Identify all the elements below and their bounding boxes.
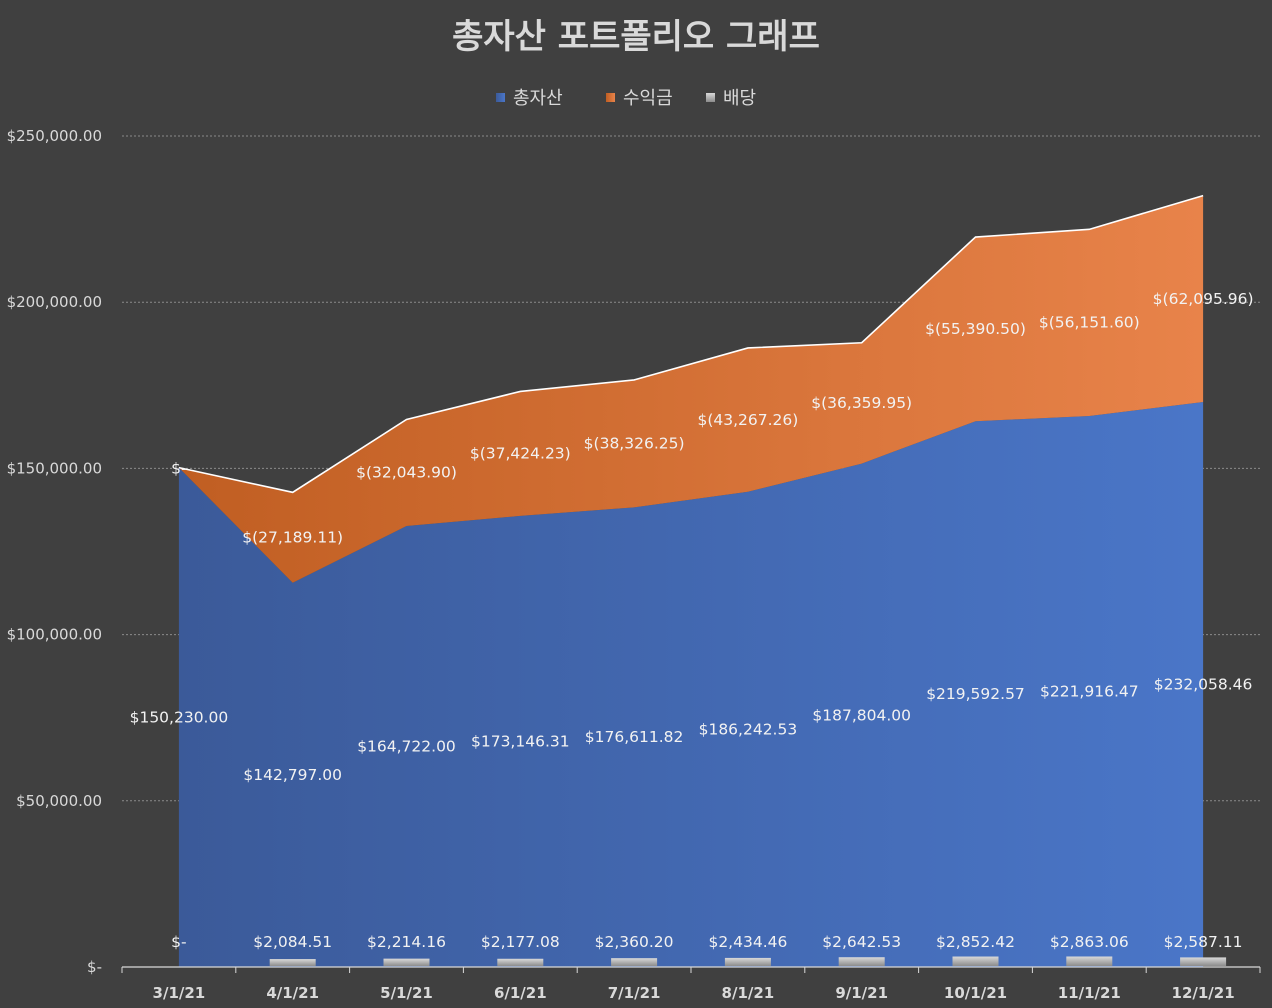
area-series-profit [178,195,1204,583]
y-tick-label: $- [87,958,102,976]
data-label-profit: $(62,095.96) [1153,290,1254,308]
data-label-profit: $(43,267.26) [697,411,798,429]
data-label-dividend: $2,587.11 [1164,933,1243,951]
dividend-bar [952,956,999,966]
data-label-total: $150,230.00 [130,708,229,726]
legend-swatch-0 [496,93,505,102]
data-labels: $150,230.00 $142,797.00 $164,722.00 $173,14… [130,290,1254,951]
y-tick-label: $100,000.00 [7,626,102,644]
x-tick-label: 12/1/21 [1172,984,1235,1002]
data-label-total: $176,611.82 [585,728,684,746]
data-label-profit: $(37,424.23) [470,445,571,463]
x-tick-label: 3/1/21 [153,984,206,1002]
data-label-total: $164,722.00 [357,737,456,755]
area-top-outline [178,194,1204,494]
data-label-profit: $(55,390.50) [925,320,1026,338]
data-label-total: $173,146.31 [471,732,570,750]
data-label-dividend: $2,863.06 [1050,933,1129,951]
data-label-dividend: $- [171,933,186,951]
legend-swatch-2 [706,93,715,102]
data-label-profit: $(56,151.60) [1039,314,1140,332]
data-label-profit: $(38,326.25) [584,435,685,453]
y-tick-label: $150,000.00 [7,459,102,477]
data-label-dividend: $2,642.53 [822,933,901,951]
data-label-total: $221,916.47 [1040,682,1139,700]
x-tick-label: 9/1/21 [835,984,888,1002]
x-tick-label: 11/1/21 [1058,984,1121,1002]
x-tick-label: 5/1/21 [380,984,433,1002]
data-label-dividend: $2,360.20 [595,933,674,951]
legend-label-1: 수익금 [623,88,673,109]
legend-label-0: 총자산 [513,88,563,109]
y-tick-label: $200,000.00 [7,293,102,311]
data-label-dividend: $2,214.16 [367,933,446,951]
dividend-bars [269,956,1227,966]
dividend-bar [269,959,316,966]
area-series-total [178,402,1204,967]
axes: 3/1/21 4/1/21 5/1/21 6/1/21 7/1/21 8/1/21 9/1/… [121,966,1261,1002]
x-tick-label: 10/1/21 [944,984,1007,1002]
dividend-bar [611,958,658,966]
dividend-bar [1066,956,1113,966]
x-tick-label: 4/1/21 [266,984,319,1002]
data-label-profit: $- [171,460,186,478]
x-tick-label: 8/1/21 [722,984,775,1002]
data-label-total: $219,592.57 [926,685,1025,703]
chart-title: 총자산 포트폴리오 그래프 [452,17,820,57]
data-label-dividend: $2,434.46 [708,933,787,951]
y-tick-label: $50,000.00 [16,792,102,810]
y-tick-label: $250,000.00 [7,127,102,145]
data-label-profit: $(32,043.90) [356,464,457,482]
x-tick-label: 7/1/21 [608,984,661,1002]
data-label-total: $187,804.00 [812,706,911,724]
dividend-bar [838,957,885,966]
data-label-total: $232,058.46 [1154,676,1253,694]
dividend-bar [383,958,430,966]
legend: 총자산 수익금 배당 [496,88,756,109]
data-label-profit: $(36,359.95) [811,394,912,412]
data-label-dividend: $2,084.51 [253,933,332,951]
dividend-bar [497,958,544,966]
data-label-profit: $(27,189.11) [242,529,343,547]
legend-label-2: 배당 [723,88,756,109]
dividend-bar [724,957,771,966]
data-label-total: $186,242.53 [699,720,798,738]
dividend-bar [1180,957,1227,966]
legend-swatch-1 [606,93,615,102]
data-label-total: $142,797.00 [243,766,342,784]
x-tick-label: 6/1/21 [494,984,547,1002]
data-label-dividend: $2,852.42 [936,933,1015,951]
series-areas [178,194,1204,967]
data-label-dividend: $2,177.08 [481,933,560,951]
